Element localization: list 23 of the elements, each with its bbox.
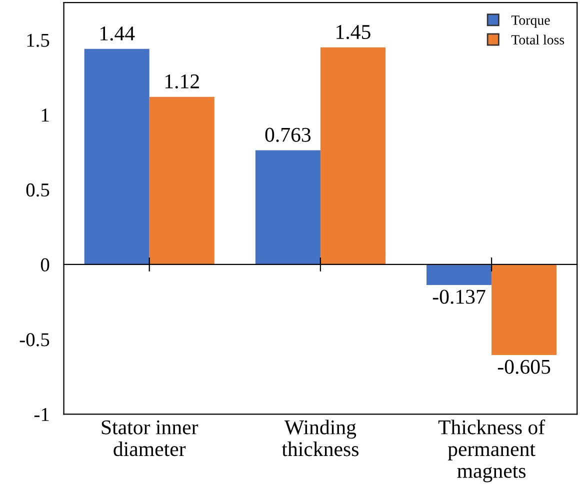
data-label: 0.763 — [265, 128, 311, 142]
y-tick-label: 0 — [40, 258, 50, 272]
x-tick-label: Winding thickness — [282, 420, 358, 456]
bar — [492, 264, 557, 356]
bar — [84, 48, 150, 264]
y-tick-label: 1 — [42, 108, 49, 122]
data-label: 1.44 — [100, 26, 135, 41]
y-tick-label: -1 — [34, 408, 49, 421]
data-label: 1.12 — [165, 74, 199, 89]
y-tick-label: 1.5 — [27, 34, 50, 47]
legend-label: Total loss — [511, 34, 564, 44]
x-tick-label: Stator inner diameter — [102, 420, 198, 456]
data-label: -0.605 — [498, 360, 550, 374]
data-label: 1.45 — [336, 25, 370, 40]
bar — [255, 150, 320, 264]
data-label: -0.137 — [432, 290, 486, 304]
bar — [149, 96, 214, 264]
y-tick-label: 0.5 — [26, 183, 50, 197]
bar — [320, 47, 386, 264]
y-tick-label: -0.5 — [20, 333, 50, 346]
x-tick-label: Thickness of permanent magnets — [438, 419, 546, 482]
legend-label: Torque — [511, 16, 550, 28]
bar — [426, 264, 492, 285]
